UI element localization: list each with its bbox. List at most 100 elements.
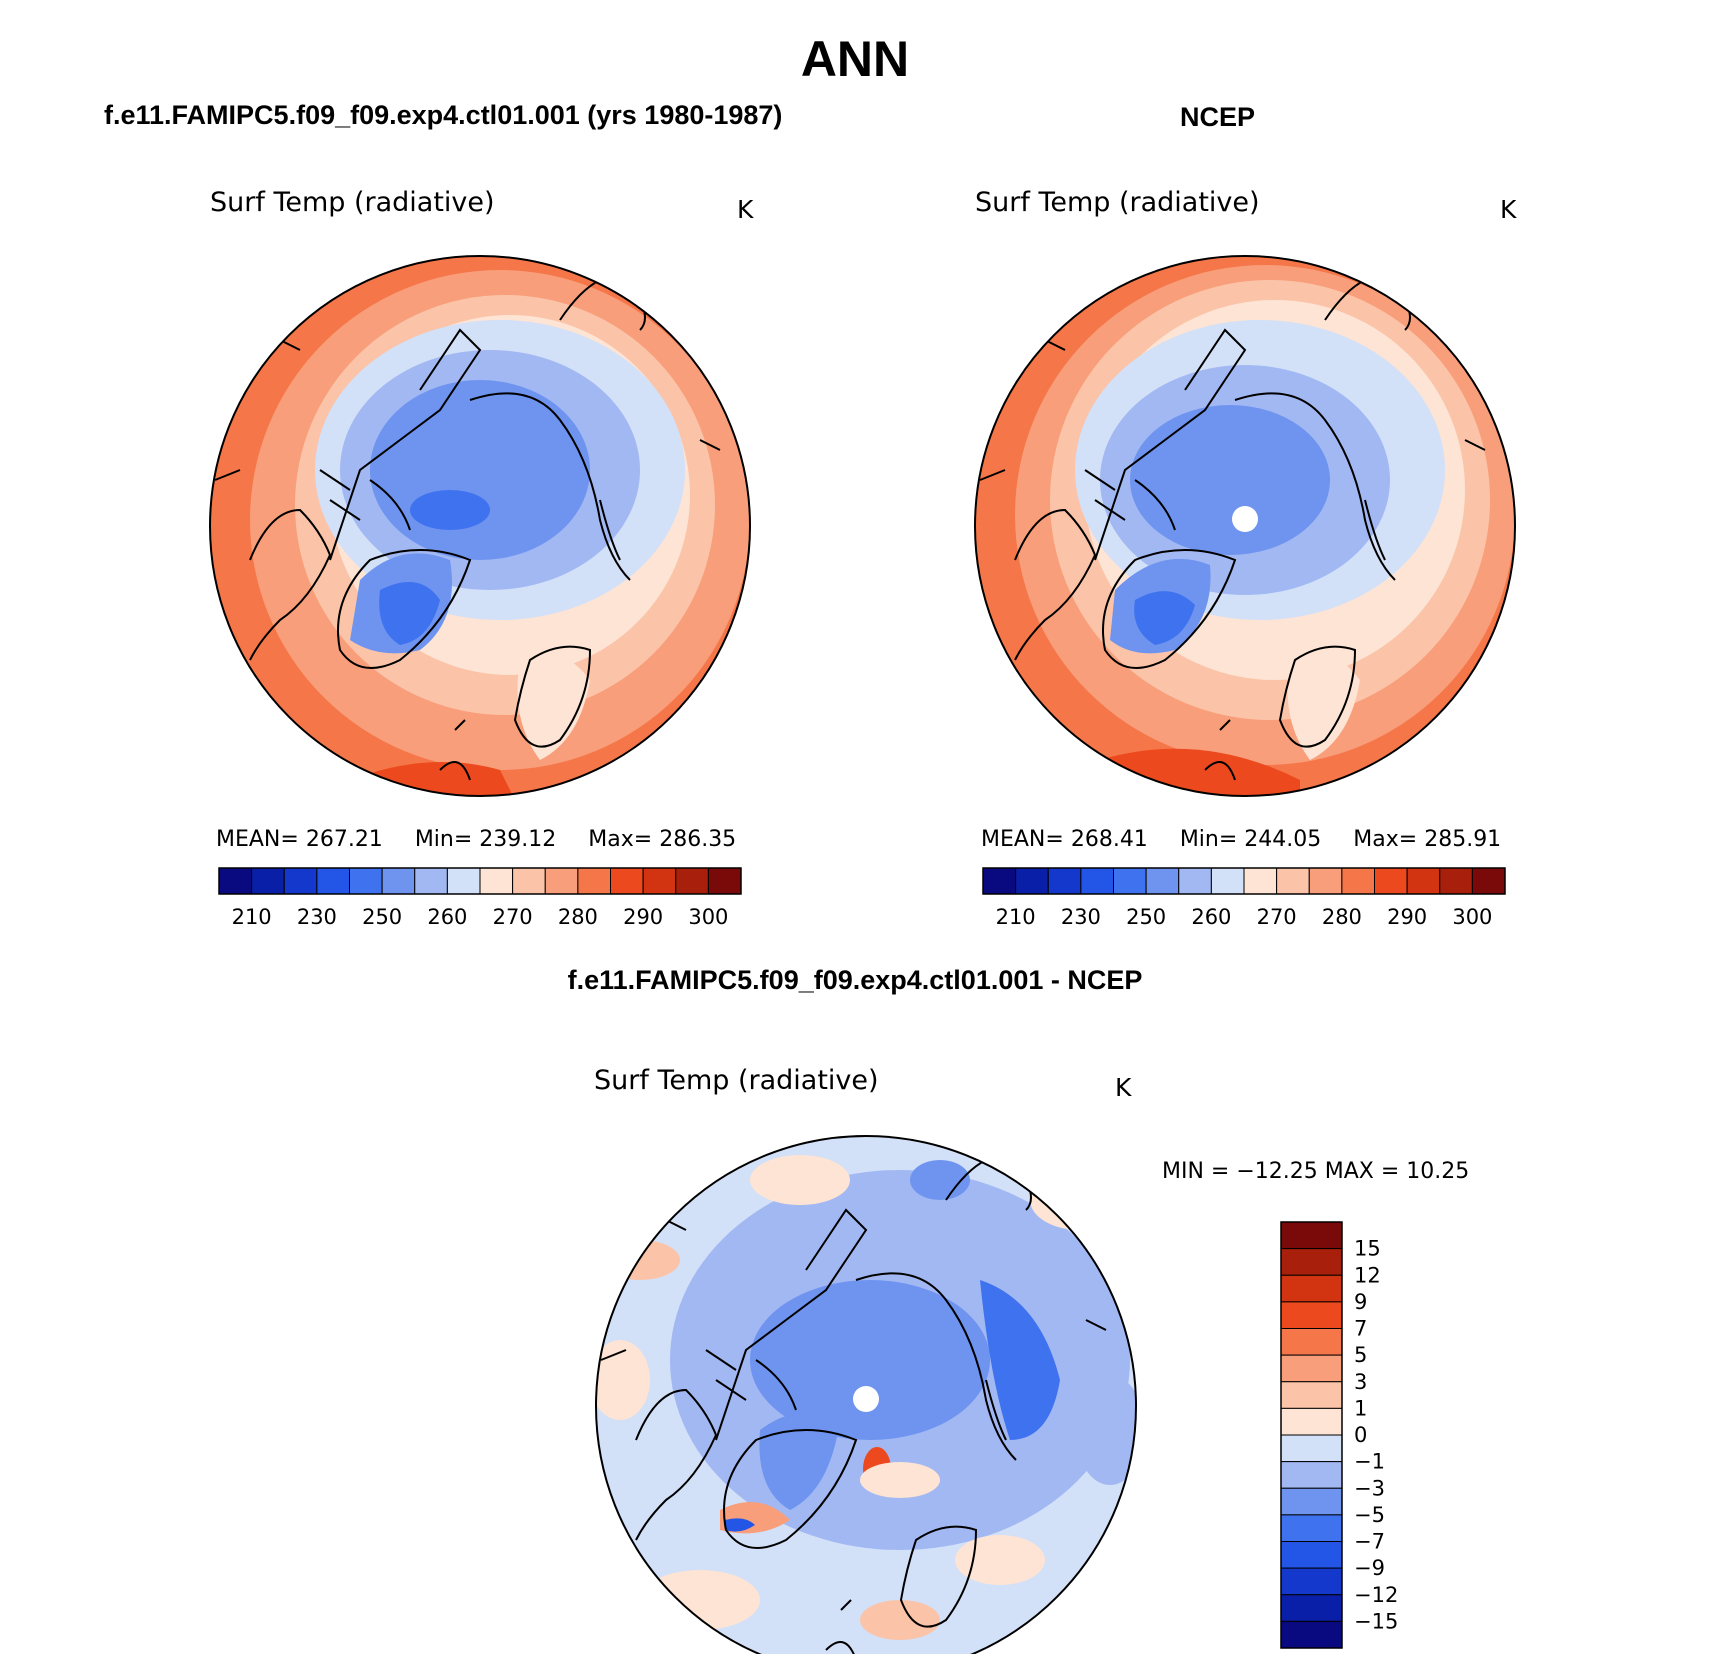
main-title: ANN: [800, 31, 910, 87]
diff-variable-label: Surf Temp (radiative): [594, 1065, 879, 1096]
diff-colorbar-box: [1280, 1274, 1343, 1303]
right-colorbar-tick: 280: [1322, 905, 1362, 929]
right-colorbar-box: [1080, 867, 1114, 895]
left-colorbar-box: [446, 867, 481, 895]
left-colorbar: 210 230 250 260 270 280 290 300: [218, 867, 742, 929]
right-colorbar-tick: 300: [1452, 905, 1492, 929]
diff-colorbar-tick: 15: [1354, 1237, 1381, 1261]
diff-colorbar-tick: 0: [1354, 1423, 1367, 1447]
left-map: [209, 255, 751, 797]
diff-colorbar-box: [1280, 1381, 1343, 1409]
right-colorbar-box: [1276, 867, 1310, 895]
right-panel-title: NCEP: [1180, 102, 1256, 132]
right-colorbar-tick: 230: [1061, 905, 1101, 929]
right-colorbar-box: [1210, 867, 1245, 895]
right-colorbar-box: [1243, 867, 1278, 895]
diff-colorbar-box: [1280, 1354, 1343, 1383]
right-mean-value: 268.41: [1070, 827, 1148, 852]
right-colorbar: 210 230 250 260 270 280 290 300: [982, 867, 1506, 929]
right-pole-gap: [1232, 506, 1258, 532]
left-min-label: Min=: [414, 827, 473, 852]
right-colorbar-box: [1374, 867, 1408, 895]
right-colorbar-box: [1047, 867, 1082, 895]
diff-colorbar-box: [1280, 1620, 1343, 1649]
right-variable-label: Surf Temp (radiative): [975, 187, 1260, 218]
diff-colorbar-tick: 7: [1354, 1317, 1367, 1341]
right-min-value: 244.05: [1244, 827, 1322, 852]
diff-colorbar-box: [1280, 1221, 1343, 1250]
diff-colorbar-box: [1280, 1514, 1343, 1542]
left-colorbar-box: [381, 867, 416, 895]
diff-colorbar-box: [1280, 1434, 1343, 1463]
right-colorbar-tick: 210: [996, 905, 1036, 929]
right-colorbar-box: [1308, 867, 1343, 895]
left-colorbar-tick: 270: [493, 905, 533, 929]
left-colorbar-box: [642, 867, 677, 895]
left-colorbar-box: [218, 867, 253, 895]
diff-pole-gap: [853, 1386, 879, 1412]
right-colorbar-tick: 250: [1126, 905, 1166, 929]
diff-colorbar-tick: −5: [1354, 1503, 1385, 1527]
left-min-value: 239.12: [479, 827, 557, 852]
right-colorbar-box: [1145, 867, 1180, 895]
diff-colorbar-tick: 12: [1354, 1263, 1381, 1287]
diff-colorbar-tick: −1: [1354, 1450, 1385, 1474]
left-colorbar-box: [414, 867, 448, 895]
left-colorbar-tick: 210: [232, 905, 272, 929]
right-colorbar-box: [1341, 867, 1375, 895]
diff-colorbar-box: [1280, 1461, 1343, 1489]
right-stats: MEAN= 268.41 Min= 244.05 Max= 285.91: [981, 827, 1501, 852]
left-mean-label: MEAN=: [216, 827, 299, 852]
diff-colorbar-tick: −9: [1354, 1556, 1385, 1580]
right-colorbar-box: [982, 867, 1017, 895]
diff-colorbar-tick: 5: [1354, 1343, 1367, 1367]
left-colorbar-box: [316, 867, 350, 895]
diff-colorbar-box: [1280, 1487, 1343, 1516]
diff-map: [595, 1135, 1137, 1654]
left-colorbar-tick: 300: [688, 905, 728, 929]
right-unit-label: K: [1500, 195, 1517, 224]
left-colorbar-box: [283, 867, 318, 895]
left-stats: MEAN= 267.21 Min= 239.12 Max= 286.35: [216, 827, 736, 852]
right-max-value: 285.91: [1424, 827, 1502, 852]
left-colorbar-tick: 260: [427, 905, 467, 929]
diff-colorbar-box: [1280, 1407, 1343, 1436]
left-colorbar-box: [707, 867, 742, 895]
left-colorbar-box: [349, 867, 383, 895]
diff-colorbar-tick: −7: [1354, 1530, 1385, 1554]
left-colorbar-box: [544, 867, 579, 895]
left-colorbar-box: [479, 867, 514, 895]
right-map: [974, 255, 1516, 797]
diff-colorbar-box: [1280, 1248, 1343, 1276]
right-colorbar-box: [1178, 867, 1212, 895]
diff-minmax-label: MIN = −12.25 MAX = 10.25: [1162, 1159, 1470, 1184]
left-panel-title: f.e11.FAMIPC5.f09_f09.exp4.ctl01.001 (yr…: [104, 100, 783, 130]
right-colorbar-tick: 270: [1257, 905, 1297, 929]
left-colorbar-box: [675, 867, 709, 895]
diff-colorbar-tick: −15: [1354, 1609, 1398, 1633]
right-colorbar-tick: 260: [1191, 905, 1231, 929]
left-colorbar-tick: 280: [558, 905, 598, 929]
left-variable-label: Surf Temp (radiative): [210, 187, 495, 218]
right-colorbar-tick: 290: [1387, 905, 1427, 929]
diff-colorbar-box: [1280, 1567, 1343, 1596]
diff-coastlines: [600, 1159, 1107, 1654]
right-colorbar-box: [1113, 867, 1147, 895]
right-min-label: Min=: [1179, 827, 1238, 852]
diff-colorbar-tick: 9: [1354, 1290, 1367, 1314]
left-unit-label: K: [737, 195, 754, 224]
diff-colorbar-tick: −3: [1354, 1476, 1385, 1500]
right-mean-label: MEAN=: [981, 827, 1064, 852]
diff-colorbar-box: [1280, 1594, 1343, 1622]
left-colorbar-box: [251, 867, 285, 895]
left-colorbar-box: [512, 867, 546, 895]
diff-colorbar-box: [1280, 1541, 1343, 1569]
right-colorbar-box: [1015, 867, 1049, 895]
right-colorbar-box: [1439, 867, 1473, 895]
diff-colorbar-tick: 1: [1354, 1396, 1367, 1420]
diff-colorbar-tick: 3: [1354, 1370, 1367, 1394]
diff-colorbar-tick: −12: [1354, 1583, 1398, 1607]
diff-unit-label: K: [1115, 1073, 1132, 1102]
